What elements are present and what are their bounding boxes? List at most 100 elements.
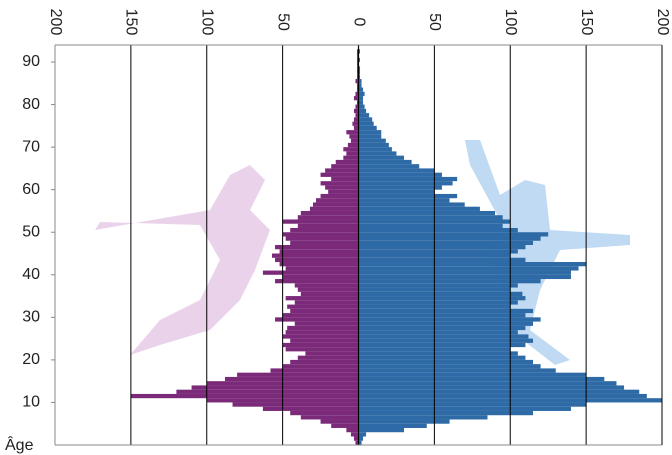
bar	[358, 74, 361, 80]
bar	[309, 206, 359, 211]
bar	[176, 389, 359, 394]
bar	[356, 53, 359, 58]
bar	[294, 321, 359, 326]
bar	[358, 138, 386, 143]
bar	[275, 245, 359, 250]
bar	[358, 147, 392, 152]
bar	[191, 385, 359, 390]
bar	[358, 410, 534, 416]
bar	[358, 334, 529, 339]
bar	[358, 419, 450, 424]
bar	[285, 347, 359, 352]
y-tick-label: 40	[22, 266, 40, 283]
bar	[335, 159, 359, 165]
bar	[349, 134, 359, 139]
bar	[358, 113, 370, 118]
bar	[358, 436, 364, 441]
bar	[130, 393, 359, 399]
bar	[358, 104, 365, 109]
bar	[358, 91, 365, 97]
bar	[353, 108, 359, 114]
bar	[285, 236, 359, 241]
bar	[358, 402, 587, 407]
bar	[316, 198, 359, 203]
bar	[290, 338, 359, 343]
x-tick-label: 100	[199, 9, 216, 36]
bar	[358, 164, 420, 169]
bar	[358, 206, 480, 211]
bar	[358, 210, 496, 216]
bar	[358, 300, 518, 305]
silhouette	[95, 165, 270, 355]
bar	[358, 117, 373, 122]
bar	[358, 198, 450, 203]
bar	[358, 236, 541, 241]
y-tick-label: 60	[22, 181, 40, 198]
bar	[356, 83, 359, 88]
bar	[358, 279, 541, 284]
bar	[325, 185, 359, 190]
bar	[282, 342, 359, 348]
bar	[358, 342, 526, 348]
bar	[294, 300, 359, 305]
bar	[331, 423, 359, 428]
bar	[290, 308, 359, 314]
bar	[297, 215, 359, 220]
bar	[358, 381, 617, 386]
bar	[358, 87, 364, 92]
bar	[285, 330, 359, 335]
bar	[312, 202, 359, 207]
y-tick-label: 20	[22, 351, 40, 368]
y-axis-label: Âge	[5, 435, 34, 454]
bar	[358, 274, 571, 280]
bar	[358, 355, 526, 360]
bar	[358, 351, 518, 356]
bar	[279, 249, 359, 254]
bar	[343, 147, 359, 152]
x-tick-label: 200	[654, 9, 671, 36]
bar	[358, 270, 571, 275]
bar	[320, 181, 359, 186]
bar	[358, 427, 405, 433]
bar	[275, 257, 359, 263]
bar	[282, 232, 359, 237]
bar	[347, 142, 359, 148]
bar	[358, 83, 362, 88]
bar	[224, 376, 359, 382]
bar	[358, 49, 361, 54]
bar	[358, 321, 534, 326]
x-tick-label: 50	[426, 13, 443, 31]
bar	[355, 91, 359, 97]
bar	[353, 436, 359, 441]
bar	[356, 70, 359, 75]
bar	[358, 142, 389, 148]
bar	[300, 210, 359, 216]
bar	[358, 415, 488, 420]
bar	[358, 232, 549, 237]
bar	[358, 130, 382, 135]
bar	[358, 393, 647, 399]
bar	[355, 440, 359, 445]
bar	[294, 283, 359, 288]
bar	[358, 283, 518, 288]
bar	[358, 121, 374, 126]
bar	[358, 185, 442, 190]
bar	[358, 296, 526, 301]
bar	[358, 189, 435, 194]
bar	[358, 257, 526, 263]
x-tick-label: 0	[350, 18, 367, 27]
bar	[346, 427, 359, 433]
bar	[325, 168, 359, 173]
bar	[358, 66, 361, 71]
bar	[358, 176, 458, 182]
bar	[287, 325, 359, 331]
bar	[358, 155, 405, 160]
bar	[297, 287, 359, 292]
bar	[358, 372, 587, 377]
bar	[356, 49, 359, 54]
bar	[358, 79, 362, 84]
bar	[356, 62, 359, 67]
y-tick-label: 80	[22, 96, 40, 113]
bar	[358, 108, 367, 114]
